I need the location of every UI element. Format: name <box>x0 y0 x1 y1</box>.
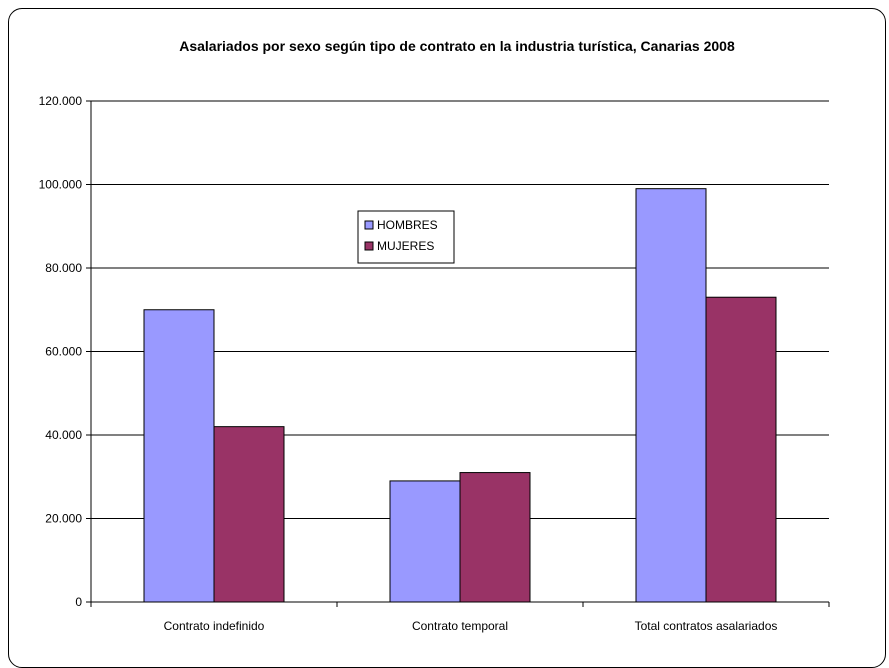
bar-hombres-0 <box>143 309 215 603</box>
bars <box>143 188 777 603</box>
legend-label-hombres: HOMBRES <box>377 218 438 232</box>
y-tick-label: 40.000 <box>45 428 82 442</box>
chart-title: Asalariados por sexo según tipo de contr… <box>179 38 735 54</box>
bar-hombres-2 <box>635 188 707 603</box>
x-category-label: Contrato temporal <box>412 619 508 633</box>
legend-label-mujeres: MUJERES <box>377 239 434 253</box>
y-tick-label: 80.000 <box>45 261 82 275</box>
x-category-label: Total contratos asalariados <box>635 619 778 633</box>
legend-swatch-mujeres <box>364 241 374 251</box>
legend-swatch-hombres <box>364 220 374 230</box>
legend: HOMBRES MUJERES <box>357 210 455 264</box>
y-tick-label: 0 <box>75 595 82 609</box>
axes: 0 20.000 40.000 60.000 80.000 100.000 120.000 C… <box>39 94 830 633</box>
legend-box <box>357 210 455 264</box>
y-tick-label: 100.000 <box>39 178 83 192</box>
bar-hombres-1 <box>389 480 461 603</box>
bar-mujeres-2 <box>705 296 777 603</box>
bar-chart: Asalariados por sexo según tipo de contr… <box>39 38 830 633</box>
bar-mujeres-0 <box>213 426 285 603</box>
x-category-label: Contrato indefinido <box>164 619 265 633</box>
bar-mujeres-1 <box>459 472 531 603</box>
y-tick-label: 20.000 <box>45 512 82 526</box>
y-tick-label: 60.000 <box>45 345 82 359</box>
y-tick-label: 120.000 <box>39 94 83 108</box>
